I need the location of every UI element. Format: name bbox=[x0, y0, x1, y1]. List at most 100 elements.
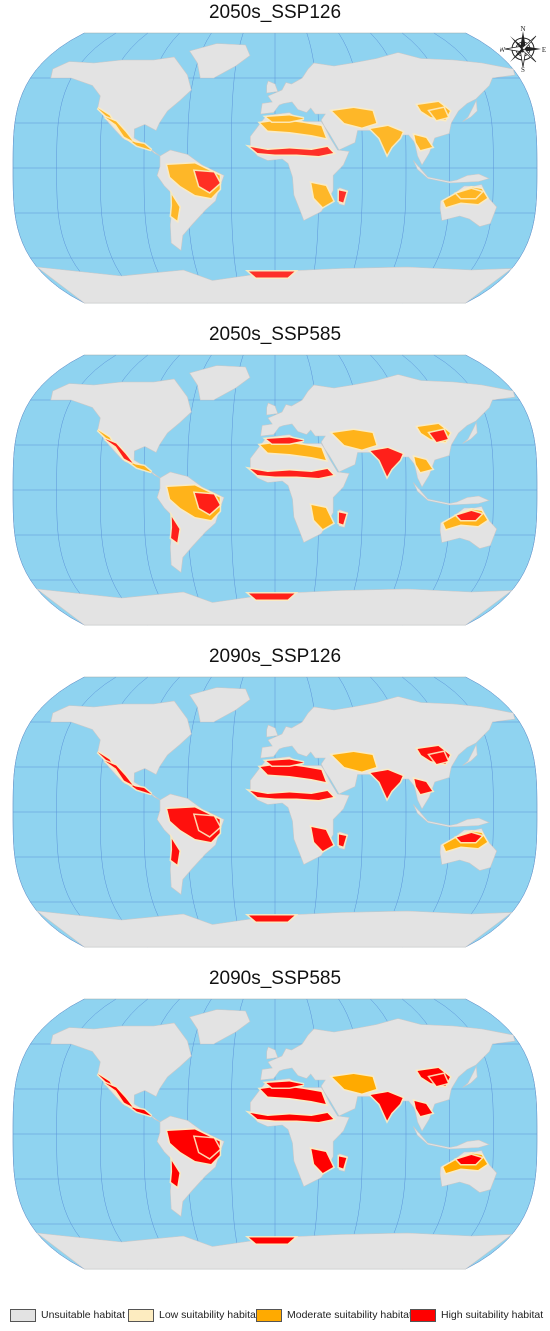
suitability-area bbox=[250, 791, 334, 800]
world-map bbox=[12, 354, 538, 626]
landmass-uk bbox=[266, 724, 279, 738]
suitability-area bbox=[311, 505, 334, 529]
suitability-area bbox=[370, 1092, 403, 1121]
landmass-uk bbox=[266, 402, 279, 416]
suitability-area bbox=[338, 512, 347, 525]
suitability-area bbox=[456, 189, 482, 198]
landmass-antarctica bbox=[35, 1232, 513, 1270]
suitability-area bbox=[194, 815, 220, 836]
suitability-area bbox=[250, 469, 334, 478]
suitability-area bbox=[194, 171, 220, 192]
suitability-area bbox=[338, 1156, 347, 1169]
suitability-area bbox=[338, 190, 347, 203]
suitability-area bbox=[370, 448, 403, 477]
suitability-area bbox=[414, 135, 433, 150]
landmass-greenland bbox=[189, 687, 251, 723]
suitability-area bbox=[105, 117, 133, 141]
suitability-area bbox=[266, 437, 304, 444]
legend-label: Moderate suitability habitat bbox=[287, 1309, 412, 1321]
compass-w: W bbox=[500, 46, 506, 54]
landmass-northAmerica bbox=[50, 56, 192, 157]
suitability-area bbox=[249, 915, 295, 922]
landmass-greenland bbox=[189, 1009, 251, 1045]
landmass-indonesia bbox=[413, 804, 490, 828]
landmass-japan bbox=[462, 99, 478, 122]
landmass-northAmerica bbox=[50, 700, 192, 801]
map-title: 2050s_SSP126 bbox=[208, 2, 342, 23]
suitability-area bbox=[311, 827, 334, 851]
suitability-area bbox=[332, 108, 377, 128]
suitability-area bbox=[171, 517, 180, 543]
suitability-area bbox=[266, 1081, 304, 1088]
map-panel-1: 2050s_SSP126 N S E W bbox=[0, 0, 550, 320]
landmass-eurasia bbox=[260, 374, 516, 488]
world-map bbox=[12, 32, 538, 304]
suitability-area bbox=[414, 779, 433, 794]
landmass-indonesia bbox=[413, 482, 490, 506]
suitability-area bbox=[338, 834, 347, 847]
landmass-uk bbox=[266, 1046, 279, 1060]
compass-rose-icon: N S E W bbox=[500, 2, 546, 72]
suitability-area bbox=[250, 147, 334, 156]
suitability-area bbox=[249, 593, 295, 600]
suitability-area bbox=[266, 115, 304, 122]
suitability-area bbox=[105, 1083, 133, 1107]
suitability-area bbox=[332, 1074, 377, 1094]
suitability-area bbox=[456, 833, 482, 842]
compass-n: N bbox=[520, 26, 525, 33]
map-title: 2090s_SSP585 bbox=[208, 968, 342, 989]
landmass-japan bbox=[462, 421, 478, 444]
landmass-japan bbox=[462, 1065, 478, 1088]
landmass-indonesia bbox=[413, 1126, 490, 1150]
suitability-area bbox=[414, 1101, 433, 1116]
legend-item-moderate: Moderate suitability habitat bbox=[256, 1306, 412, 1324]
suitability-area bbox=[249, 271, 295, 278]
compass-e: E bbox=[542, 46, 546, 54]
landmass-northAmerica bbox=[50, 378, 192, 479]
map-legend: Unsuitable habitat Low suitability habit… bbox=[0, 1303, 550, 1327]
legend-swatch bbox=[10, 1308, 36, 1322]
landmass-greenland bbox=[189, 365, 251, 401]
landmass-antarctica bbox=[35, 588, 513, 626]
legend-label: Low suitability habitat bbox=[159, 1309, 259, 1321]
suitability-area bbox=[414, 457, 433, 472]
suitability-area bbox=[429, 752, 448, 764]
suitability-area bbox=[260, 764, 326, 782]
world-map bbox=[12, 676, 538, 948]
suitability-area bbox=[266, 759, 304, 766]
landmass-japan bbox=[462, 743, 478, 766]
suitability-area bbox=[429, 1074, 448, 1086]
world-map bbox=[12, 998, 538, 1270]
suitability-area bbox=[311, 183, 334, 207]
landmass-northAmerica bbox=[50, 1022, 192, 1123]
legend-label: High suitability habitat bbox=[441, 1309, 544, 1321]
suitability-area bbox=[456, 1155, 482, 1164]
suitability-area bbox=[171, 1161, 180, 1187]
suitability-area bbox=[332, 430, 377, 450]
landmass-uk bbox=[266, 80, 279, 94]
suitability-area bbox=[332, 752, 377, 772]
landmass-eurasia bbox=[260, 52, 516, 166]
suitability-area bbox=[370, 770, 403, 799]
landmass-eurasia bbox=[260, 1018, 516, 1132]
map-title: 2050s_SSP585 bbox=[208, 324, 342, 345]
legend-item-low: Low suitability habitat bbox=[128, 1306, 259, 1324]
suitability-area bbox=[105, 761, 133, 785]
compass-s: S bbox=[521, 66, 525, 72]
suitability-area bbox=[456, 511, 482, 520]
map-title: 2090s_SSP126 bbox=[208, 646, 342, 667]
landmass-eurasia bbox=[260, 696, 516, 810]
suitability-area bbox=[370, 126, 403, 155]
suitability-area bbox=[171, 195, 180, 221]
landmass-greenland bbox=[189, 43, 251, 79]
legend-swatch bbox=[128, 1308, 154, 1322]
suitability-area bbox=[429, 430, 448, 442]
legend-item-high: High suitability habitat bbox=[410, 1306, 543, 1324]
landmass-indonesia bbox=[413, 160, 490, 184]
legend-label: Unsuitable habitat bbox=[41, 1309, 126, 1321]
suitability-area bbox=[105, 439, 133, 463]
landmass-antarctica bbox=[35, 910, 513, 948]
suitability-area bbox=[260, 120, 326, 138]
suitability-area bbox=[250, 1113, 334, 1122]
suitability-area bbox=[194, 493, 220, 514]
